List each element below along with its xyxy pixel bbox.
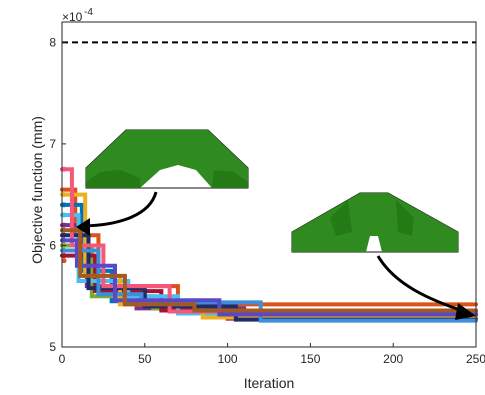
x-tick-label: 50 — [138, 352, 152, 366]
arrow-right — [376, 255, 467, 314]
series-start-point — [61, 212, 67, 218]
arrowhead-right — [455, 303, 476, 320]
ticks-layer: 0 50 100 150 200 250 5 6 7 8 — [49, 35, 485, 366]
series-start-point — [61, 222, 67, 228]
series-start-point — [61, 253, 67, 259]
series-9 — [60, 248, 478, 323]
arrowhead-left — [76, 218, 90, 236]
design-inset-right — [291, 192, 459, 253]
series-line — [60, 248, 478, 323]
x-tick-label: 100 — [218, 352, 238, 366]
series-6 — [60, 192, 478, 320]
y-tick-label: 5 — [49, 340, 56, 354]
x-axis-label: Iteration — [244, 375, 295, 391]
series-start-point — [61, 237, 67, 243]
series-start-point — [61, 166, 67, 172]
y-exponent-power: -4 — [84, 7, 93, 18]
annotation-arrows — [83, 191, 467, 314]
y-tick-label: 8 — [49, 35, 56, 49]
series-start-point — [61, 192, 67, 198]
y-axis-label: Objective function (mm) — [29, 116, 45, 264]
series-11 — [60, 227, 478, 313]
series-start-point — [61, 227, 67, 233]
series-start-point — [61, 232, 67, 238]
x-tick-label: 150 — [300, 352, 320, 366]
series-start-point — [61, 258, 67, 264]
series-line — [60, 228, 478, 313]
series-line — [60, 192, 478, 320]
series-start-point — [61, 202, 67, 208]
x-tick-label: 0 — [59, 352, 66, 366]
x-tick-label: 200 — [383, 352, 403, 366]
x-tick-label: 250 — [466, 352, 485, 366]
axes-box — [61, 21, 477, 348]
arrow-left — [83, 191, 158, 228]
y-tick-label: 6 — [49, 238, 56, 252]
y-exponent-base: ×10 — [62, 10, 83, 24]
series-start-point — [61, 248, 67, 254]
design-inset-left — [85, 129, 249, 189]
y-tick-label: 7 — [49, 137, 56, 151]
